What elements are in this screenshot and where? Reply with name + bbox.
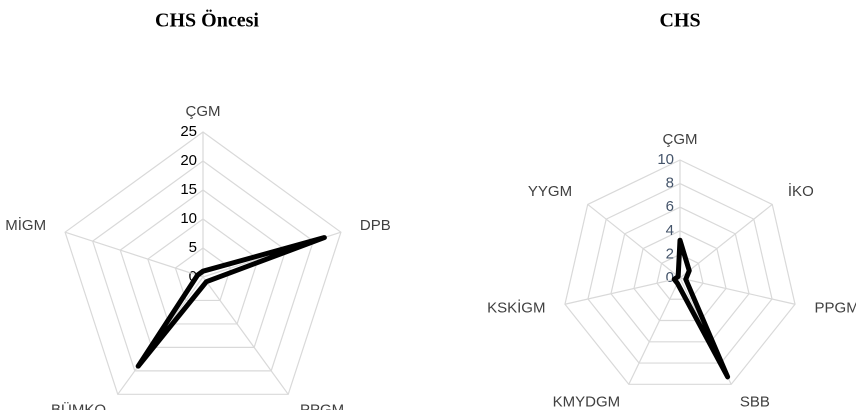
r-tick-label: 0 [666,269,674,286]
r-tick-label: 5 [189,239,197,256]
axis-label: BÜMKO [51,400,106,410]
chart-title: CHS [659,10,700,32]
series-line [671,237,731,380]
r-tick-label: 0 [189,268,197,285]
axis-label: KMYDGM [553,393,621,410]
axis-label: PPGM [300,401,344,410]
axis-label: SBB [740,393,770,410]
r-tick-label: 10 [657,151,674,168]
r-tick-label: 25 [180,123,197,140]
spoke [628,277,681,385]
grid-ring [91,160,315,372]
spoke [564,277,681,305]
r-tick-label: 4 [666,222,674,239]
spoke [679,277,796,305]
grid-ring [610,206,750,343]
chart-title: CHS Öncesi [155,9,259,32]
grid-ring [147,218,259,325]
axis-label: DPB [360,217,391,234]
grid-ring [64,131,342,395]
r-tick-label: 8 [666,175,674,192]
spoke [679,203,773,279]
r-tick-label: 6 [666,198,674,215]
grid-ring [587,182,773,364]
spoke [202,276,289,395]
series-line [135,235,327,369]
grid-ring [656,253,704,300]
axis-label: KSKİGM [487,299,545,317]
grid-ring [119,189,287,348]
axis-label: ÇGM [186,103,221,120]
axis-label: YYGM [528,183,572,200]
r-tick-label: 2 [666,245,674,262]
axis-label: MİGM [5,216,46,234]
spoke [587,203,681,279]
r-tick-label: 20 [180,152,197,169]
axis-label: İKO [788,182,814,200]
grid-ring [633,230,727,322]
axis-label: ÇGM [663,131,698,148]
axis-label: PPGM [815,300,856,317]
spoke [64,231,204,278]
grid-ring [564,159,796,385]
r-tick-label: 15 [180,181,197,198]
r-tick-label: 10 [180,210,197,227]
